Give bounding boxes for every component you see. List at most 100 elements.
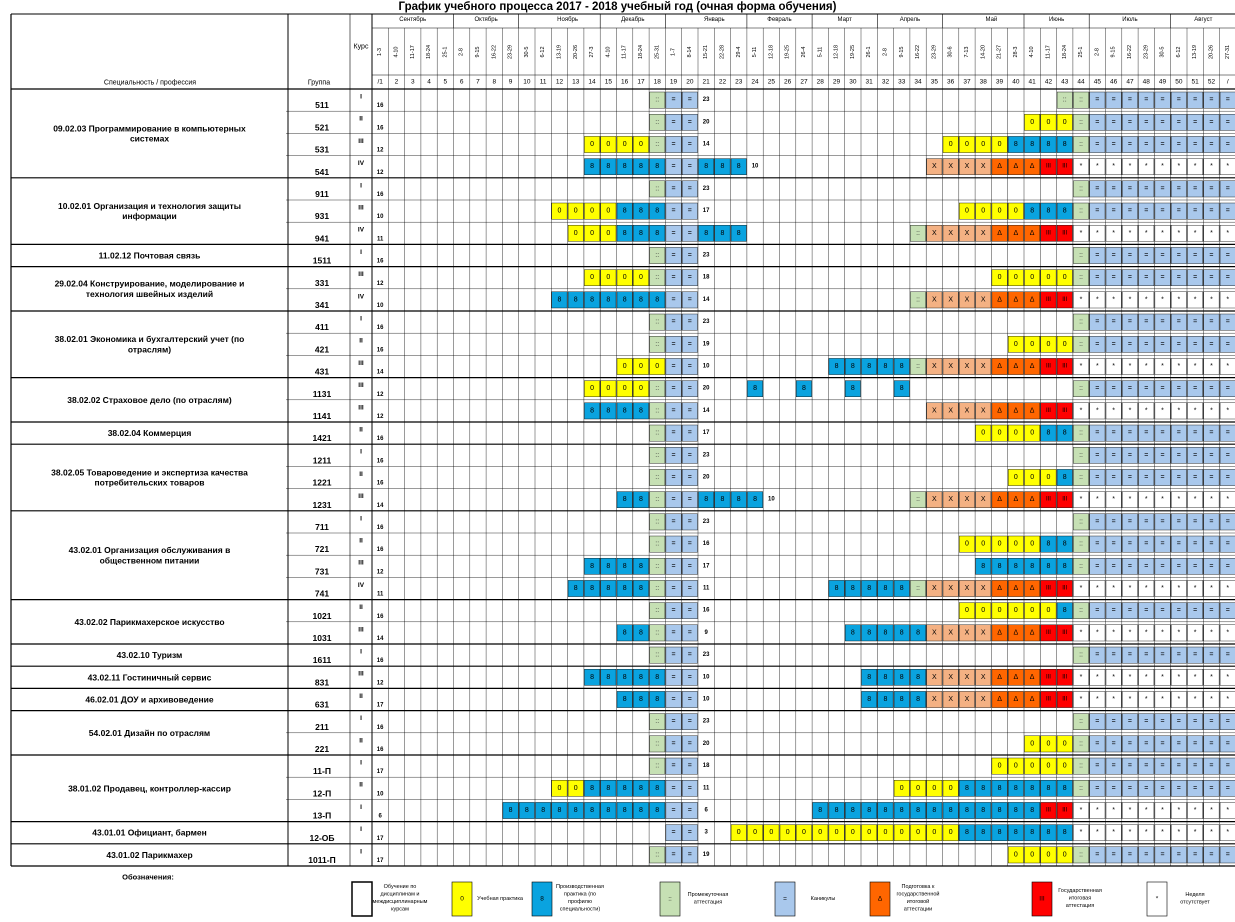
week-cell-symbol: 0: [1046, 119, 1050, 126]
week-count: 16: [703, 541, 710, 547]
course-number: III: [358, 626, 364, 633]
week-cell-symbol: =: [1095, 274, 1099, 281]
week-cell-symbol: 0: [1030, 851, 1034, 858]
week-cell-hol: [1170, 513, 1187, 531]
specialty-name: 43.02.01 Организация обслуживания в общес…: [69, 545, 231, 565]
week-cell-symbol: =: [688, 385, 692, 392]
week-cell-ind: [633, 291, 649, 309]
week-cell-symbol: ::: [1079, 474, 1083, 481]
week-cell-symbol: =: [672, 829, 676, 836]
week-cell-symbol: =: [688, 430, 692, 437]
week-range-label: 18-24: [638, 45, 644, 59]
week-cell-symbol: =: [1177, 430, 1181, 437]
week-cell-symbol: 8: [655, 296, 659, 303]
week-cell-abs: [1203, 624, 1220, 642]
week-cell-symbol: =: [672, 785, 676, 792]
week-cell-symbol: =: [1112, 208, 1116, 215]
week-cell-yel: [1056, 336, 1073, 353]
week-cell-symbol: 8: [1014, 785, 1018, 792]
week-count: 11: [703, 586, 710, 592]
week-cell-yel: [763, 824, 780, 841]
week-range-label: 16-22: [1127, 45, 1133, 59]
week-cell-symbol: 0: [623, 385, 627, 392]
student-count: 12: [377, 148, 384, 154]
week-cell-att: [649, 336, 666, 353]
week-cell-symbol: 8: [606, 563, 610, 570]
week-range-label: 9-15: [899, 46, 905, 57]
week-cell-symbol: ::: [655, 341, 659, 348]
week-cell-symbol: ::: [655, 407, 659, 414]
week-cell-yel: [796, 824, 812, 841]
week-cell-symbol: Δ: [997, 496, 1002, 503]
week-cell-yel: [1040, 336, 1057, 353]
week-cell-abs: [1073, 802, 1089, 819]
week-cell-symbol: =: [672, 474, 676, 481]
week-cell-hol: [665, 624, 682, 642]
week-cell-symbol: *: [1210, 496, 1213, 503]
week-cell-ind: [1056, 202, 1073, 220]
week-cell-symbol: 8: [606, 785, 610, 792]
week-cell-symbol: 8: [720, 230, 724, 237]
week-cell-hol: [682, 469, 698, 486]
week-cell-symbol: *: [1129, 629, 1132, 636]
week-cell-hol: [665, 202, 682, 220]
specialty-name: 11.02.12 Почтовая связь: [99, 251, 201, 261]
week-cell-symbol: =: [1209, 319, 1213, 326]
week-cell-yel: [959, 202, 975, 220]
week-cell-abs: [1219, 802, 1235, 819]
week-number: 39: [996, 79, 1004, 86]
week-cell-pgl: [926, 358, 943, 375]
week-cell-hol: [1138, 846, 1155, 864]
week-cell-ind: [551, 291, 568, 309]
week-cell-symbol: 0: [835, 829, 839, 836]
week-cell-pgd: [1024, 158, 1041, 176]
week-cell-ind: [616, 780, 633, 797]
week-cell-symbol: 8: [1063, 541, 1067, 548]
week-cell-yel: [1008, 469, 1024, 486]
week-cell-ind: [893, 380, 910, 398]
week-cell-hol: [1219, 713, 1235, 730]
week-cell-symbol: 8: [557, 807, 561, 814]
week-cell-att: [1073, 469, 1089, 486]
week-cell-ind: [698, 224, 715, 242]
week-range-label: 7-13: [964, 46, 970, 57]
week-cell-ind: [1056, 824, 1073, 841]
week-cell-abs: [1203, 669, 1220, 686]
week-cell-symbol: ::: [1079, 785, 1083, 792]
week-cell-symbol: =: [1161, 141, 1165, 148]
week-cell-symbol: ::: [655, 319, 659, 326]
week-cell-pgl: [975, 291, 992, 309]
week-cell-symbol: =: [1144, 385, 1148, 392]
week-cell-hol: [1219, 113, 1235, 131]
week-number: 26: [784, 79, 792, 86]
legend-label: Обучение по дисциплинам и междисциплинарны…: [373, 884, 428, 912]
week-cell-symbol: =: [1112, 740, 1116, 747]
week-cell-symbol: 8: [883, 585, 887, 592]
week-cell-symbol: =: [1095, 563, 1099, 570]
week-cell-hol: [1187, 713, 1204, 730]
week-cell-symbol: =: [1112, 119, 1116, 126]
week-cell-yel: [975, 535, 992, 553]
week-cell-hol: [1170, 780, 1187, 797]
week-cell-hol: [1187, 535, 1204, 553]
week-cell-symbol: X: [981, 163, 986, 170]
week-cell-pgl: [959, 624, 975, 642]
week-cell-gia: [1040, 402, 1057, 420]
legend-swatch: [659, 881, 681, 917]
student-count: 16: [377, 458, 384, 464]
week-cell-symbol: 8: [606, 407, 610, 414]
week-cell-hol: [682, 713, 698, 730]
week-cell-symbol: 8: [623, 674, 627, 681]
week-cell-symbol: =: [1193, 274, 1197, 281]
week-cell-symbol: ::: [655, 518, 659, 525]
week-number: 42: [1045, 79, 1053, 86]
week-cell-symbol: ::: [655, 740, 659, 747]
week-cell-yel: [1008, 269, 1024, 287]
week-cell-pgl: [926, 224, 943, 242]
week-cell-hol: [1203, 447, 1220, 464]
